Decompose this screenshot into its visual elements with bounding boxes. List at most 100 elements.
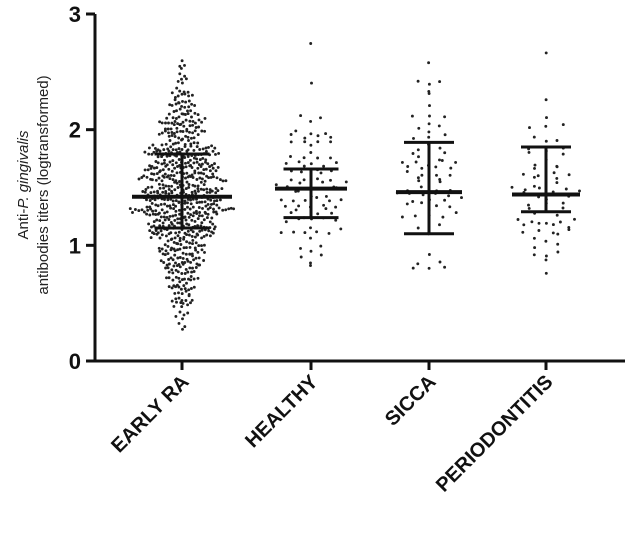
data-point xyxy=(316,212,320,216)
data-point xyxy=(146,185,150,189)
data-point xyxy=(207,229,211,233)
data-point xyxy=(170,237,174,241)
data-point xyxy=(440,159,444,162)
data-point xyxy=(533,246,537,250)
data-point xyxy=(192,258,196,262)
data-point xyxy=(191,214,195,218)
data-point xyxy=(283,204,287,208)
data-point xyxy=(180,92,184,96)
data-point xyxy=(148,229,152,233)
data-point xyxy=(181,137,184,141)
data-point xyxy=(169,220,173,224)
data-point xyxy=(184,218,188,222)
data-point xyxy=(419,185,423,189)
data-point xyxy=(195,178,199,181)
data-point xyxy=(213,225,217,229)
data-point xyxy=(435,173,438,177)
data-point xyxy=(215,203,219,207)
data-point xyxy=(131,211,134,214)
data-point xyxy=(171,148,175,152)
data-point xyxy=(161,168,165,172)
data-point xyxy=(198,148,202,151)
data-point xyxy=(174,204,178,208)
data-point xyxy=(186,229,190,233)
data-point xyxy=(443,151,447,155)
data-point xyxy=(437,124,441,128)
data-point xyxy=(174,213,178,217)
data-point xyxy=(181,112,185,116)
data-point xyxy=(163,172,167,176)
data-point xyxy=(187,292,191,296)
x-tick-label: PERIODONTITIS xyxy=(432,371,558,497)
data-point xyxy=(175,171,179,175)
data-point xyxy=(161,174,165,178)
y-axis-label-prefix: Anti- xyxy=(15,209,32,240)
data-point xyxy=(158,186,162,190)
data-point xyxy=(177,291,180,295)
data-point xyxy=(319,116,322,120)
data-point xyxy=(204,160,207,164)
data-point xyxy=(187,277,190,281)
data-point xyxy=(186,148,190,152)
data-point xyxy=(171,178,175,182)
data-point xyxy=(169,173,173,177)
data-point xyxy=(185,257,189,261)
data-point xyxy=(195,212,199,215)
data-point xyxy=(200,214,204,218)
data-point xyxy=(160,143,164,147)
data-point xyxy=(185,240,189,244)
data-point xyxy=(188,241,192,245)
data-point xyxy=(215,199,219,203)
data-point xyxy=(147,152,151,156)
data-point xyxy=(161,190,165,194)
data-point xyxy=(187,139,190,142)
data-point xyxy=(551,231,555,235)
data-point xyxy=(203,250,206,254)
data-point xyxy=(169,127,173,131)
data-point xyxy=(186,303,190,307)
data-point xyxy=(438,158,441,162)
data-point xyxy=(189,142,193,146)
data-point xyxy=(186,112,190,116)
data-point xyxy=(176,94,180,98)
data-point xyxy=(176,79,180,83)
data-point xyxy=(294,208,298,212)
data-point xyxy=(171,271,175,275)
data-point xyxy=(213,162,216,166)
data-point xyxy=(183,272,187,275)
data-point xyxy=(220,187,224,191)
data-point xyxy=(165,116,169,120)
data-point xyxy=(170,299,174,303)
data-point xyxy=(195,157,199,161)
data-point xyxy=(184,299,188,302)
data-point xyxy=(197,171,201,175)
data-point xyxy=(196,276,200,280)
data-point xyxy=(410,114,414,118)
data-point xyxy=(405,170,409,173)
data-point xyxy=(165,210,169,214)
data-point xyxy=(156,189,159,193)
data-point xyxy=(177,321,181,325)
data-point xyxy=(211,222,215,226)
data-point xyxy=(175,126,179,130)
data-point xyxy=(174,199,178,203)
data-point xyxy=(316,156,320,160)
data-point xyxy=(160,247,164,251)
data-point xyxy=(168,160,172,164)
data-point xyxy=(168,177,172,181)
data-point xyxy=(158,224,162,228)
data-point xyxy=(207,145,210,149)
data-point xyxy=(417,155,420,159)
data-point xyxy=(532,253,536,257)
data-point xyxy=(193,219,197,223)
data-point xyxy=(561,201,565,205)
data-point xyxy=(294,129,298,133)
data-point xyxy=(284,220,288,224)
data-point xyxy=(180,148,184,151)
data-point xyxy=(434,165,438,169)
data-point xyxy=(173,236,177,240)
data-point xyxy=(204,204,208,208)
data-point xyxy=(177,147,181,151)
data-point xyxy=(196,184,200,188)
data-point xyxy=(427,253,431,256)
